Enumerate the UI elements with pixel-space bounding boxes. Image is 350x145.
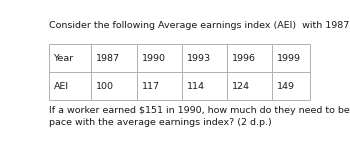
Text: If a worker earned $151 in 1990, how much do they need to be paid in 1999 to hav: If a worker earned $151 in 1990, how muc… (49, 106, 350, 127)
Text: 114: 114 (187, 82, 205, 91)
Text: Year: Year (54, 54, 74, 63)
Text: 1996: 1996 (232, 54, 256, 63)
Text: Consider the following Average earnings index (AEI)  with 1987 as a base year.: Consider the following Average earnings … (49, 21, 350, 30)
Text: 1990: 1990 (142, 54, 166, 63)
Text: 100: 100 (96, 82, 114, 91)
Text: 1987: 1987 (96, 54, 120, 63)
Text: AEI: AEI (54, 82, 69, 91)
Text: 117: 117 (142, 82, 160, 91)
Text: 1999: 1999 (276, 54, 301, 63)
Text: 149: 149 (276, 82, 294, 91)
Text: 1993: 1993 (187, 54, 211, 63)
Text: 124: 124 (232, 82, 250, 91)
